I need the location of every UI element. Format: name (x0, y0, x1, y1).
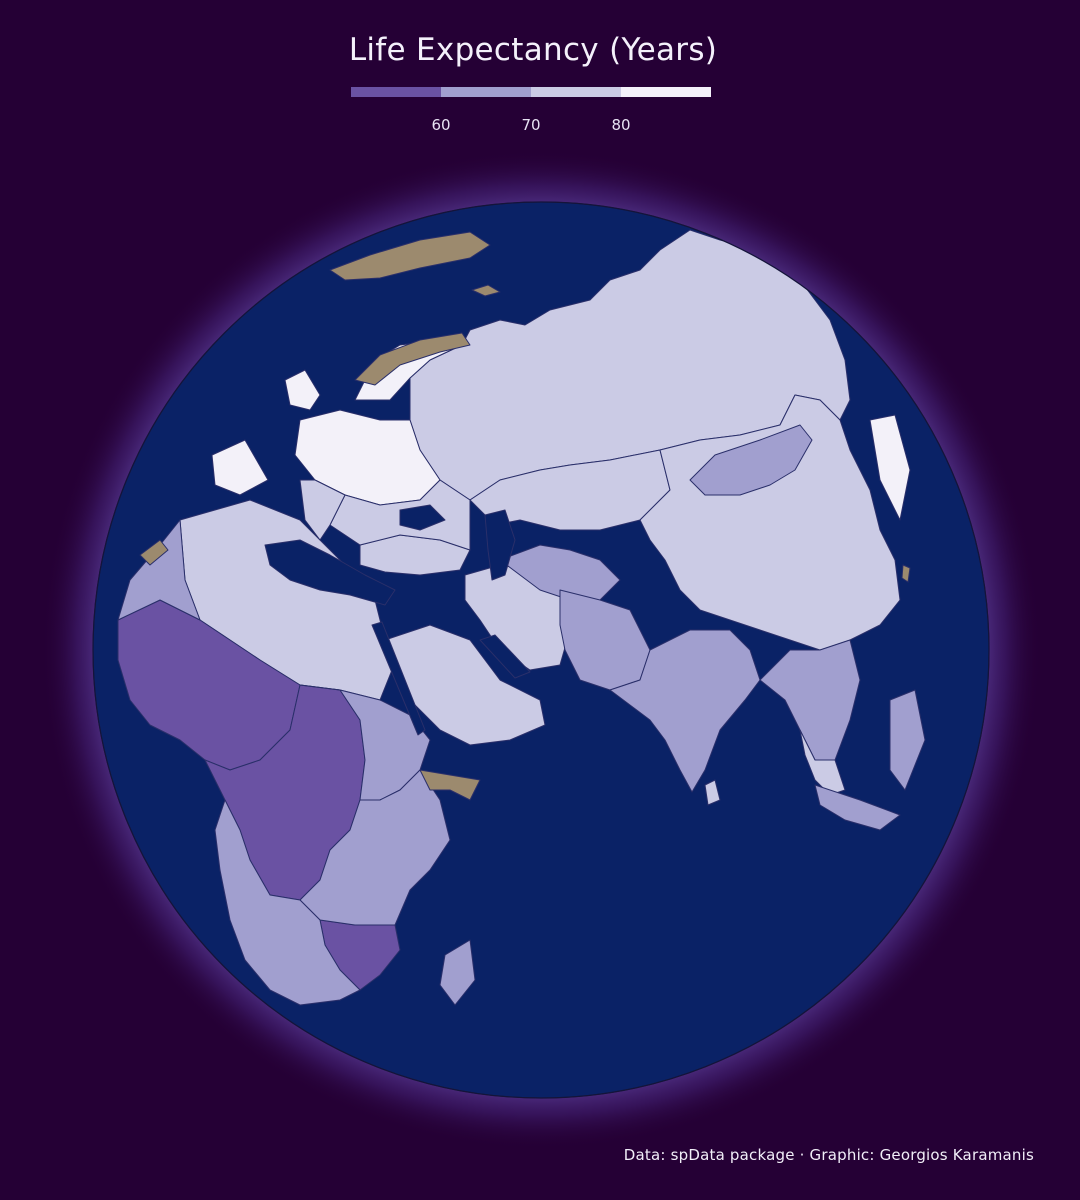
country-svalbard-islands (471, 284, 501, 297)
legend-swatch-1 (351, 87, 441, 97)
country-indonesia (814, 784, 901, 831)
country-india (609, 629, 761, 793)
country-balkans-italy (299, 479, 346, 541)
country-philippines (889, 689, 926, 791)
country-uk-ireland (284, 369, 321, 411)
country-svalbard (329, 231, 491, 281)
country-norway-arctic (354, 332, 471, 386)
black-sea (399, 504, 446, 531)
persian-gulf (479, 634, 531, 679)
source-caption: Data: spData package · Graphic: Georgios… (623, 1146, 1034, 1164)
legend-tick-70: 70 (521, 116, 541, 134)
legend-swatch-2 (441, 87, 531, 97)
red-sea (371, 621, 426, 736)
globe-outline (92, 201, 990, 1099)
legend-swatch-3 (531, 87, 621, 97)
country-east-africa (299, 769, 451, 926)
country-southeast-asia (759, 639, 861, 761)
country-mongolia (689, 424, 813, 496)
country-north-africa-west (117, 519, 201, 621)
country-japan (869, 414, 911, 521)
country-sri-lanka (704, 779, 721, 806)
caspian-sea (484, 509, 516, 581)
legend-tick-60: 60 (431, 116, 451, 134)
country-madagascar (439, 939, 476, 1006)
country-somalia (419, 769, 481, 801)
country-iberia (211, 439, 269, 496)
country-taiwan (901, 564, 911, 583)
mediterranean-sea (264, 539, 396, 606)
country-china (639, 394, 901, 651)
map-title: Life Expectancy (Years) (348, 32, 718, 68)
country-central-asia (499, 544, 621, 601)
legend-tick-80: 80 (611, 116, 631, 134)
country-western-sahara (139, 539, 169, 566)
legend-color-bar (351, 87, 711, 97)
legend-swatch-4 (621, 87, 711, 97)
country-southern-africa (214, 799, 361, 1006)
